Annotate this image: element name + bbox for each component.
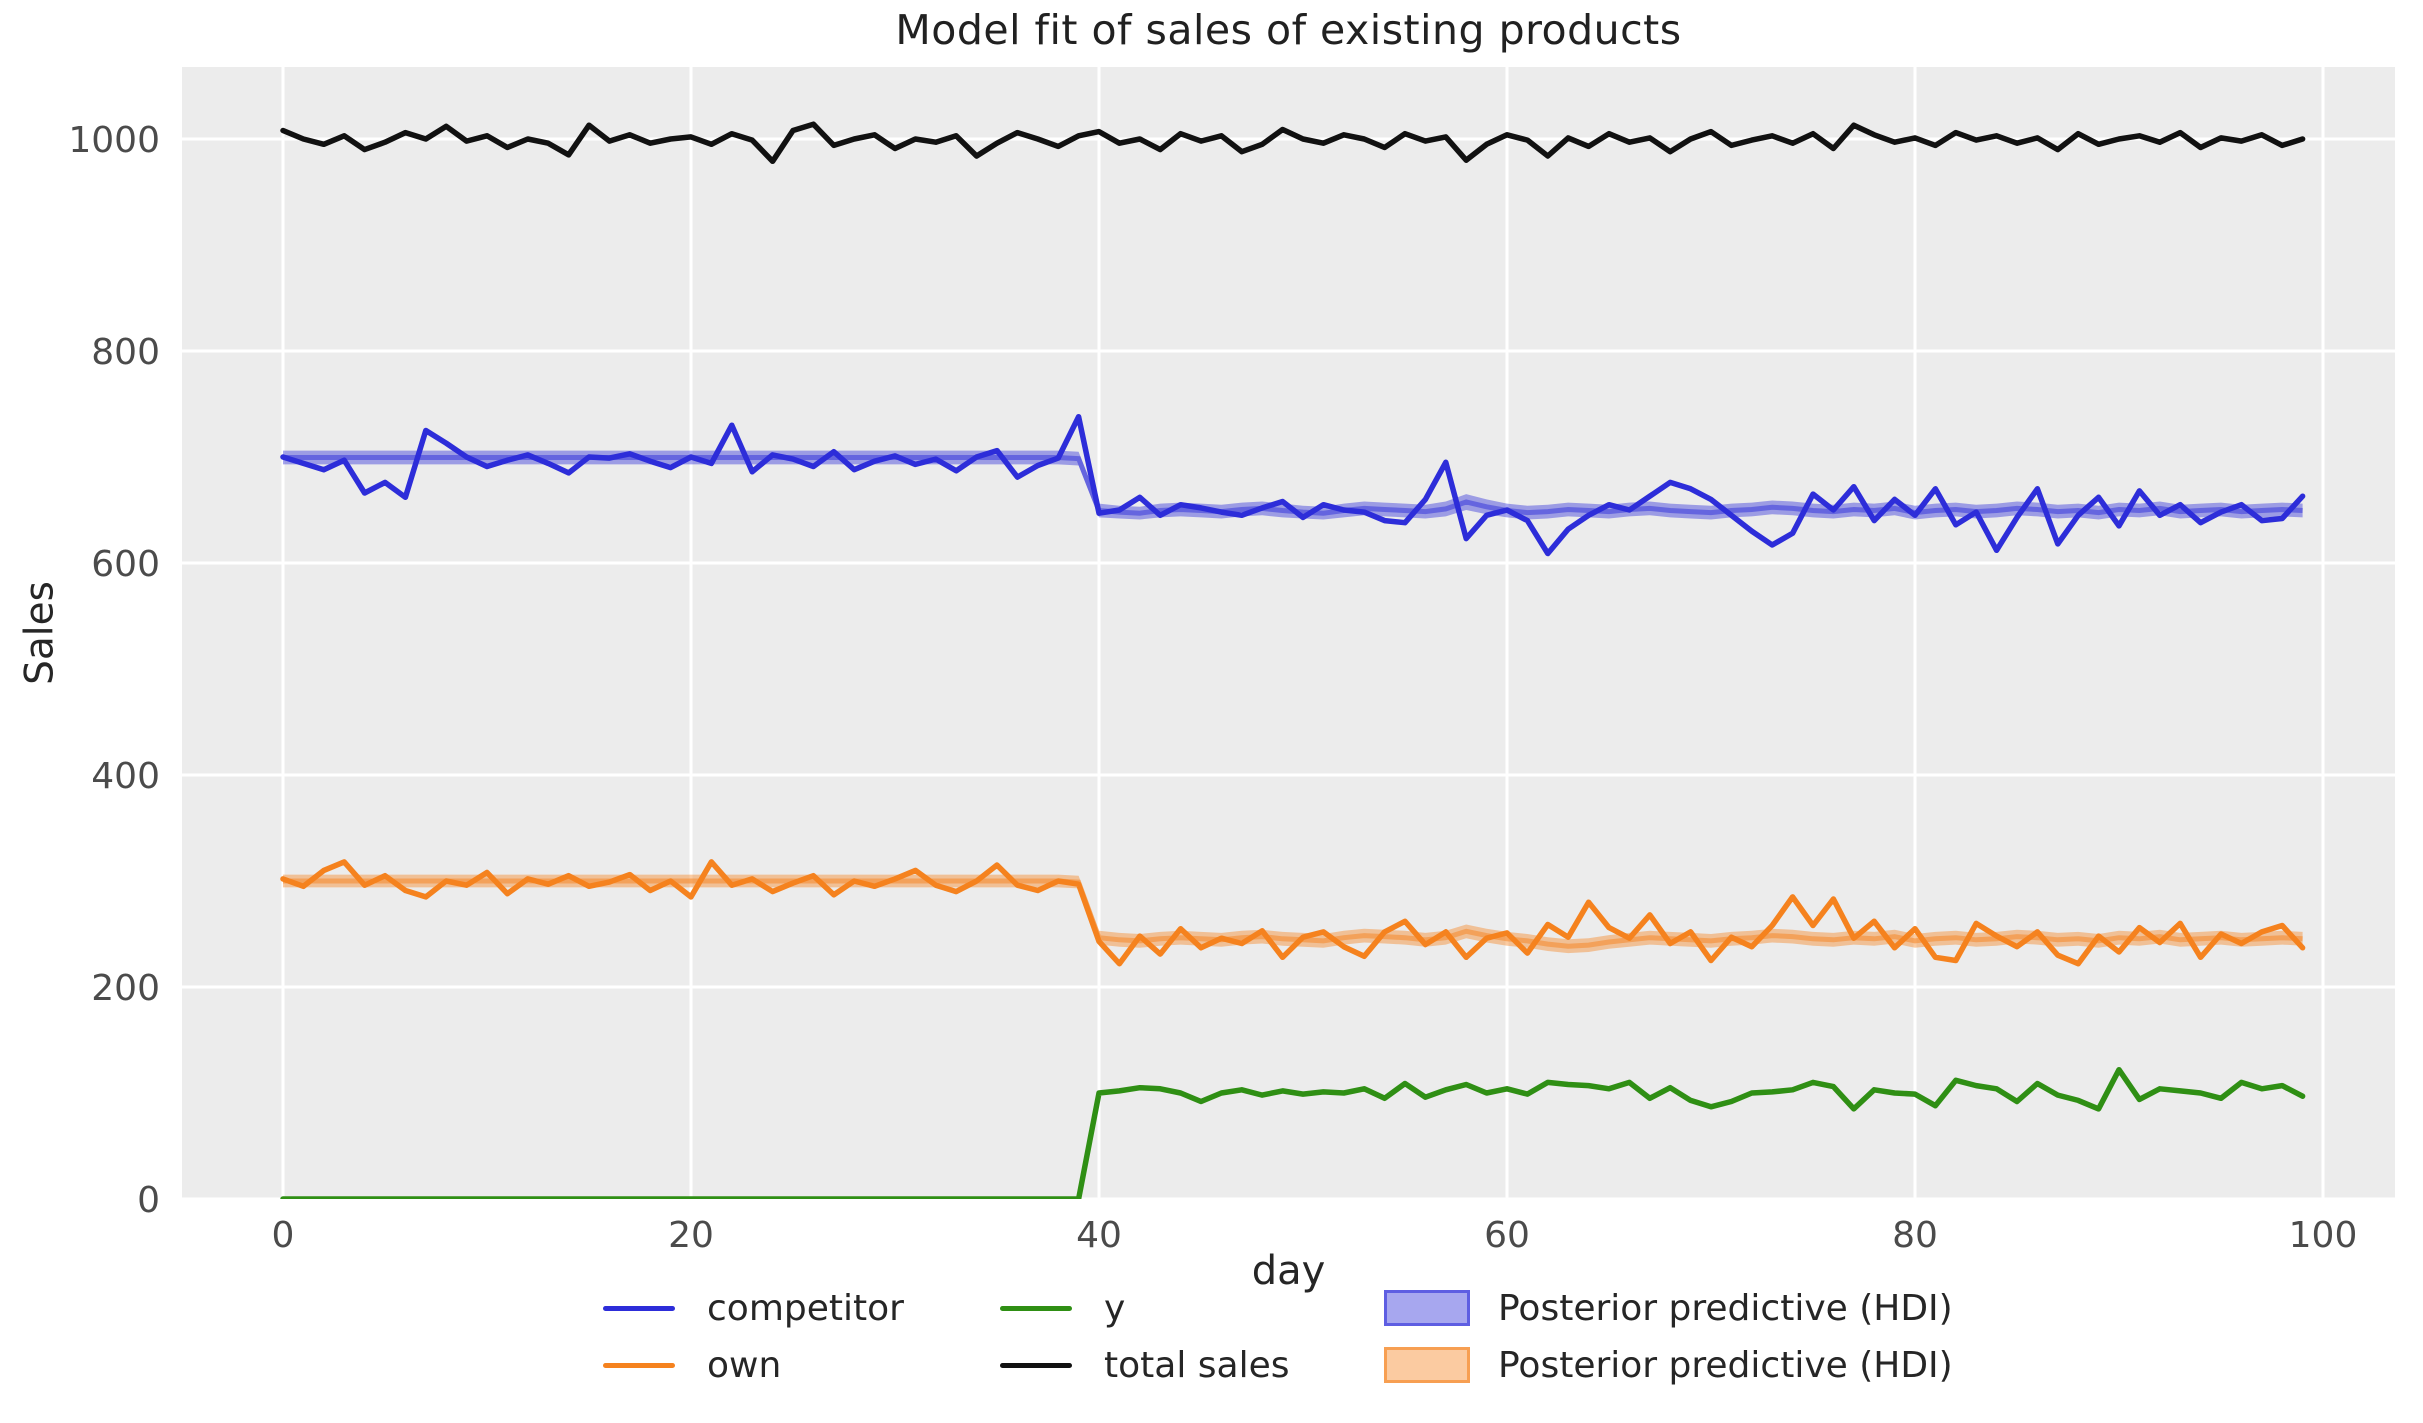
x-tick-label: 100 bbox=[2289, 1215, 2358, 1256]
legend-item-y: y bbox=[1000, 1286, 1125, 1330]
legend-label: total sales bbox=[1104, 1344, 1290, 1386]
y-tick-label: 800 bbox=[91, 332, 160, 373]
hdi-band-0 bbox=[283, 450, 2303, 520]
legend-swatch-hdi-orange bbox=[1384, 1347, 1470, 1383]
legend-item-hdi-orange: Posterior predictive (HDI) bbox=[1384, 1343, 1953, 1387]
x-tick-label: 80 bbox=[1892, 1215, 1938, 1256]
legend-swatch-competitor bbox=[603, 1305, 675, 1311]
hdi-band-1 bbox=[283, 874, 2303, 954]
legend-swatch-y bbox=[1000, 1305, 1072, 1311]
y-tick-label: 600 bbox=[91, 544, 160, 585]
x-tick-label: 40 bbox=[1076, 1215, 1122, 1256]
y-tick-label: 200 bbox=[91, 968, 160, 1009]
x-tick-label: 60 bbox=[1484, 1215, 1530, 1256]
series-competitor bbox=[280, 413, 2306, 557]
legend-swatch-hdi-blue bbox=[1384, 1290, 1470, 1326]
y-axis-label: Sales bbox=[17, 581, 63, 685]
legend-item-total-sales: total sales bbox=[1000, 1343, 1289, 1387]
y-tick-label: 0 bbox=[137, 1180, 160, 1221]
x-tick-label: 20 bbox=[668, 1215, 714, 1256]
plot-area bbox=[182, 67, 2395, 1199]
legend-label: y bbox=[1104, 1287, 1126, 1329]
series-own bbox=[280, 859, 2306, 967]
x-tick-label: 0 bbox=[272, 1215, 295, 1256]
legend-swatch-own bbox=[603, 1362, 675, 1368]
legend-label: Posterior predictive (HDI) bbox=[1498, 1287, 1953, 1329]
y-tick-label: 400 bbox=[91, 756, 160, 797]
series-total-sales bbox=[280, 121, 2306, 165]
chart-title: Model fit of sales of existing products bbox=[895, 6, 1682, 54]
legend-label: own bbox=[707, 1344, 782, 1386]
x-axis-label: day bbox=[1251, 1248, 1326, 1294]
legend-label: Posterior predictive (HDI) bbox=[1498, 1344, 1953, 1386]
legend-label: competitor bbox=[707, 1287, 904, 1329]
legend-item-own: own bbox=[603, 1343, 781, 1387]
legend-item-competitor: competitor bbox=[603, 1286, 904, 1330]
legend-swatch-total-sales bbox=[1000, 1362, 1072, 1368]
y-tick-label: 1000 bbox=[68, 120, 160, 161]
data-layer bbox=[280, 121, 2306, 1199]
legend-item-hdi-blue: Posterior predictive (HDI) bbox=[1384, 1286, 1953, 1330]
series-y bbox=[280, 1066, 2306, 1199]
